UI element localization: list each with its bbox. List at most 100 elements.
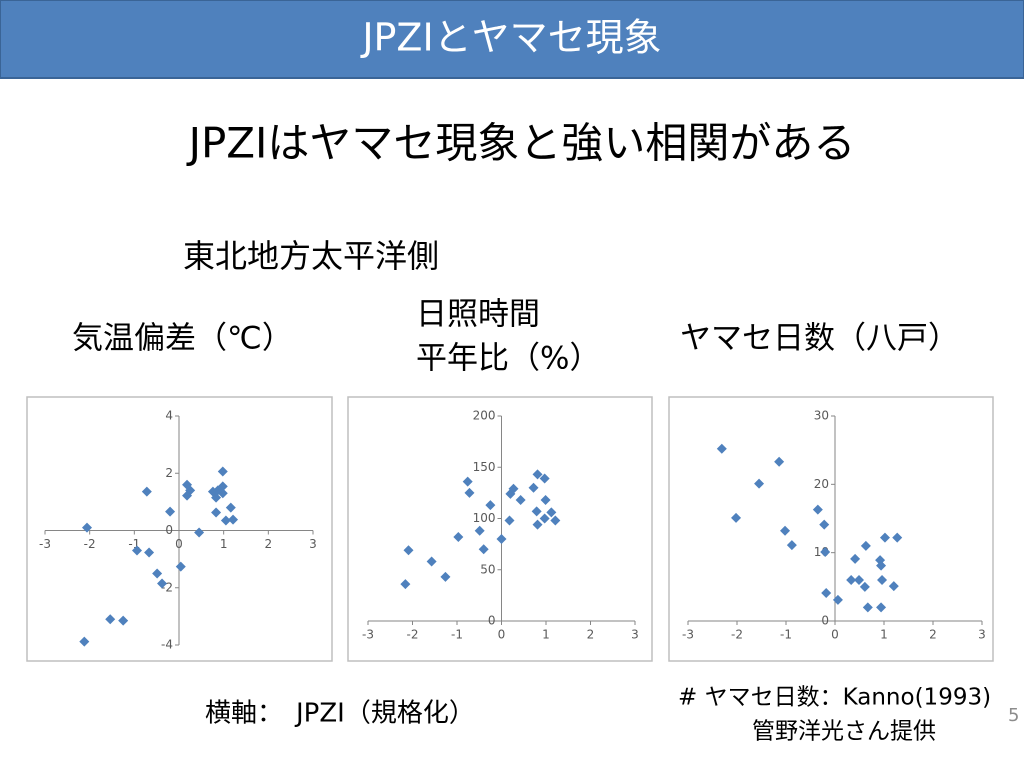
- data-point: [211, 507, 222, 518]
- x-tick-label: 2: [929, 628, 937, 642]
- x-tick-label: -2: [84, 537, 96, 551]
- data-point: [780, 525, 791, 536]
- data-point: [528, 482, 539, 493]
- data-point: [81, 522, 92, 533]
- data-point: [754, 478, 765, 489]
- source: # ヤマセ日数：Kanno(1993): [678, 685, 991, 711]
- x-tick-label: -3: [39, 537, 51, 551]
- data-point: [118, 615, 129, 626]
- data-point: [217, 466, 228, 477]
- data-point: [821, 587, 832, 598]
- data-point: [515, 495, 526, 506]
- credit: 管野洋光さん提供: [752, 719, 936, 745]
- data-point: [774, 456, 785, 467]
- chart-title: ヤマセ日数（八戸）: [680, 321, 959, 357]
- x-tick-label: 2: [265, 537, 273, 551]
- chart-title: 平年比（%）: [416, 341, 600, 377]
- y-tick-label: 100: [473, 511, 496, 525]
- y-tick-label: 4: [165, 409, 173, 423]
- y-tick-label: 20: [814, 477, 829, 491]
- x-axis-note: 横軸： JPZI（規格化）: [205, 699, 475, 729]
- data-point: [403, 545, 414, 556]
- data-point: [850, 553, 861, 564]
- chart-title: 気温偏差（℃）: [72, 321, 293, 357]
- data-point: [453, 531, 464, 542]
- data-point: [820, 546, 831, 557]
- data-point: [532, 519, 543, 530]
- data-point: [157, 578, 168, 589]
- y-tick-label: 50: [480, 562, 495, 576]
- data-point: [152, 568, 163, 579]
- data-point: [132, 545, 143, 556]
- data-point: [400, 579, 411, 590]
- data-point: [876, 602, 887, 613]
- chart: 気温偏差（℃） -3 -2 -1 0 1 2 3 -4 -2 0 2 4: [26, 321, 333, 662]
- data-point: [165, 506, 176, 517]
- data-point: [220, 515, 231, 526]
- y-tick-label: 150: [473, 460, 496, 474]
- region: 東北地方太平洋側: [183, 237, 439, 275]
- data-point: [144, 547, 155, 558]
- data-point: [888, 581, 899, 592]
- x-tick-label: -1: [780, 628, 792, 642]
- data-point: [485, 500, 496, 511]
- data-point: [731, 512, 742, 523]
- data-point: [812, 504, 823, 515]
- data-point: [539, 513, 550, 524]
- data-point: [540, 495, 551, 506]
- x-tick-label: 0: [831, 628, 839, 642]
- data-point: [859, 581, 870, 592]
- chart-frame: [668, 396, 994, 662]
- y-tick-label: -2: [161, 580, 173, 594]
- chart-title: 日照時間: [416, 297, 540, 333]
- data-point: [862, 602, 873, 613]
- x-tick-label: 1: [542, 628, 550, 642]
- y-tick-label: 2: [165, 466, 173, 480]
- x-tick-label: 2: [587, 628, 595, 642]
- x-tick-label: 1: [220, 537, 228, 551]
- data-point: [440, 571, 451, 582]
- headline: JPZIはヤマセ現象と強い相関がある: [186, 119, 856, 168]
- data-point: [877, 575, 888, 585]
- data-point: [79, 636, 90, 647]
- x-tick-label: -3: [362, 628, 374, 642]
- y-tick-label: 0: [165, 523, 173, 537]
- y-tick-label: 0: [821, 614, 829, 628]
- x-tick-label: -1: [451, 628, 463, 642]
- data-point: [194, 527, 205, 538]
- x-tick-label: 3: [978, 628, 986, 642]
- title-bar: [0, 0, 1024, 79]
- data-point: [504, 515, 515, 526]
- data-point: [786, 540, 797, 551]
- data-point: [876, 560, 887, 571]
- x-tick-label: 0: [175, 537, 183, 551]
- data-point: [426, 556, 437, 567]
- x-tick-label: -2: [407, 628, 419, 642]
- data-point: [846, 575, 857, 585]
- page-number: 5: [1008, 705, 1019, 726]
- data-point: [105, 614, 116, 625]
- data-point: [819, 519, 830, 530]
- data-point: [182, 490, 193, 501]
- chart: ヤマセ日数（八戸）-3-2-101230102030: [668, 321, 994, 662]
- x-tick-label: -3: [682, 628, 694, 642]
- data-point: [141, 486, 152, 497]
- data-point: [225, 502, 236, 513]
- y-tick-label: 0: [488, 614, 496, 628]
- data-point: [716, 443, 727, 454]
- x-tick-label: -1: [128, 537, 140, 551]
- data-point: [175, 561, 186, 572]
- x-tick-label: 3: [631, 628, 639, 642]
- data-point: [832, 594, 843, 605]
- data-point: [854, 575, 865, 585]
- data-point: [464, 487, 475, 498]
- x-tick-label: 1: [880, 628, 888, 642]
- y-tick-label: 30: [814, 409, 829, 423]
- data-point: [892, 532, 903, 543]
- y-tick-label: 200: [473, 409, 496, 423]
- data-point: [539, 473, 550, 484]
- data-point: [508, 483, 519, 494]
